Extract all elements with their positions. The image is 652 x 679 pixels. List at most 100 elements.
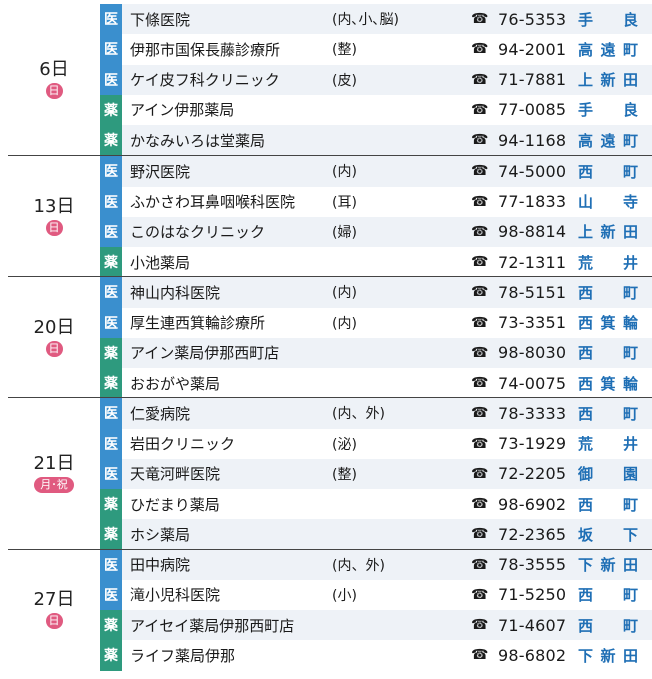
telephone-icon: ☎ — [471, 375, 489, 392]
area-char: 西 — [578, 314, 594, 333]
facility-row: 医仁愛病院 (内、外) ☎ 78-3333 西町 — [100, 398, 652, 429]
area-name: 西町 — [578, 342, 638, 363]
area-char: 町 — [622, 40, 638, 59]
area-char: 荒 — [578, 253, 594, 272]
area-char: 下 — [578, 556, 594, 575]
weekday-badge: 日 — [45, 613, 63, 629]
phone-number: 71-7881 — [498, 70, 567, 90]
phone-number: 71-5250 — [498, 585, 567, 605]
area-char: 西 — [578, 616, 594, 635]
department: (整) — [332, 42, 357, 59]
department: (皮) — [332, 72, 357, 89]
telephone-icon: ☎ — [471, 344, 489, 361]
area-char: 町 — [622, 586, 638, 605]
area-name: 御園 — [578, 463, 638, 484]
facility-name: ケイ皮フ科クリニック — [130, 71, 280, 90]
day-number: 20日 — [33, 316, 75, 338]
area-name: 西町 — [578, 584, 638, 605]
facility-row: 医下條医院 (内､小､脳) ☎ 76-5353 手良 — [100, 4, 652, 35]
area-char: 手 — [578, 101, 594, 120]
day-number: 27日 — [33, 589, 75, 610]
day-block: 21日 月･祝医仁愛病院 (内、外) ☎ 78-3333 西町医岩田クリニック (泌) ☎ 73… — [8, 397, 652, 550]
day-label: 20日日 — [8, 277, 100, 397]
phone-number: 98-6802 — [498, 645, 567, 665]
day-number: 21日 — [33, 452, 75, 474]
telephone-icon: ☎ — [471, 647, 489, 664]
facility-name: このはなクリニック — [130, 223, 266, 242]
pharmacy-type-badge: 薬 — [100, 247, 122, 278]
telephone-icon: ☎ — [471, 71, 489, 88]
area-char: 西 — [578, 374, 594, 393]
area-char: 西 — [578, 344, 594, 363]
area-char: 町 — [622, 495, 638, 514]
facility-row: 医ケイ皮フ科クリニック (皮) ☎ 71-7881 上新田 — [100, 64, 652, 95]
area-char: 町 — [622, 404, 638, 423]
phone-number: 94-2001 — [498, 39, 567, 59]
area-char: 箕 — [600, 374, 616, 393]
department: (内、外) — [332, 557, 385, 574]
telephone-icon: ☎ — [471, 11, 489, 28]
area-char: 良 — [622, 10, 638, 29]
department: (耳) — [332, 194, 357, 211]
phone-number: 71-4607 — [498, 615, 567, 635]
facility-row: 薬アイセイ薬局伊那西町店 ☎ 71-4607 西町 — [100, 610, 652, 641]
facility-row: 薬ひだまり薬局 ☎ 98-6902 西町 — [100, 489, 652, 520]
area-name: 西町 — [578, 282, 638, 303]
pharmacy-type-badge: 薬 — [100, 519, 122, 550]
phone-number: 73-3351 — [498, 313, 567, 333]
area-name: 下新田 — [578, 554, 638, 575]
phone-number: 72-2365 — [498, 524, 567, 544]
area-char: 西 — [578, 162, 594, 181]
telephone-icon: ☎ — [471, 405, 489, 422]
telephone-icon: ☎ — [471, 314, 489, 331]
facility-name: 伊那市国保長藤診療所 — [130, 40, 281, 59]
telephone-icon: ☎ — [471, 435, 489, 452]
area-name: 下新田 — [578, 645, 638, 666]
area-name: 西町 — [578, 615, 638, 636]
area-name: 西箕輪 — [578, 373, 638, 394]
area-char: 町 — [622, 131, 638, 150]
department: (内) — [332, 164, 357, 181]
area-char: 荒 — [578, 435, 594, 454]
area-char: 高 — [578, 40, 594, 59]
area-name: 山寺 — [578, 191, 638, 212]
facility-row: 医野沢医院 (内) ☎ 74-5000 西町 — [100, 156, 652, 187]
facility-row: 薬おおがや薬局 ☎ 74-0075 西箕輪 — [100, 368, 652, 399]
area-name: 坂下 — [578, 524, 638, 545]
telephone-icon: ☎ — [471, 193, 489, 210]
facility-name: 野沢医院 — [130, 162, 191, 181]
pharmacy-type-badge: 薬 — [100, 125, 122, 156]
facility-name: 仁愛病院 — [130, 404, 191, 423]
day-block: 6日日医下條医院 (内､小､脳) ☎ 76-5353 手良医伊那市国保長藤診療所 (整) ☎… — [8, 4, 652, 156]
facility-name: 天竜河畔医院 — [130, 465, 221, 484]
facility-row: 医田中病院 (内、外) ☎ 78-3555 下新田 — [100, 549, 652, 580]
area-name: 上新田 — [578, 221, 638, 242]
weekday-badge: 日 — [45, 340, 63, 357]
facility-name: 滝小児科医院 — [130, 586, 221, 605]
facility-row: 医厚生連西箕輪診療所 (内) ☎ 73-3351 西箕輪 — [100, 307, 652, 338]
facility-name: 田中病院 — [130, 556, 191, 575]
area-char: 西 — [578, 404, 594, 423]
area-char: 町 — [622, 162, 638, 181]
area-char: 山 — [578, 193, 594, 212]
area-char: 輪 — [622, 314, 638, 333]
clinic-type-badge: 医 — [100, 216, 122, 247]
area-char: 手 — [578, 10, 594, 29]
day-block: 13日日医野沢医院 (内) ☎ 74-5000 西町医ふかさわ耳鼻咽喉科医院 (耳) ☎ 77… — [8, 155, 652, 278]
area-char: 坂 — [578, 525, 594, 544]
facility-row: 医天竜河畔医院 (整) ☎ 72-2205 御園 — [100, 458, 652, 489]
facility-name: ふかさわ耳鼻咽喉科医院 — [130, 193, 296, 212]
phone-number: 74-5000 — [498, 161, 567, 181]
facility-name: 岩田クリニック — [130, 435, 236, 454]
facility-row: 薬アイン薬局伊那西町店 ☎ 98-8030 西町 — [100, 337, 652, 368]
facility-row: 薬小池薬局 ☎ 72-1311 荒井 — [100, 247, 652, 278]
telephone-icon: ☎ — [471, 496, 489, 513]
area-char: 遠 — [600, 131, 616, 150]
department: (内､小､脳) — [332, 12, 399, 29]
area-char: 上 — [578, 223, 594, 242]
facility-name: 下條医院 — [130, 10, 191, 29]
department: (整) — [332, 466, 357, 483]
telephone-icon: ☎ — [471, 586, 489, 603]
area-char: 新 — [600, 223, 616, 242]
